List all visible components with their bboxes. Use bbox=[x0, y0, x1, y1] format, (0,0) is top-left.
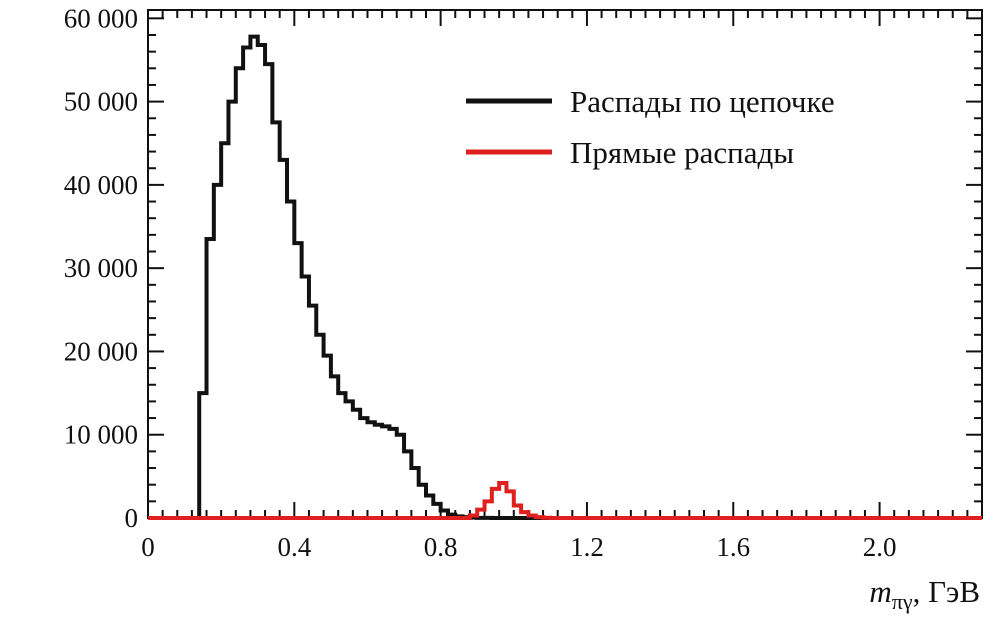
legend: Распады по цепочке Прямые распады bbox=[466, 84, 835, 170]
x-axis-title-subscript: πγ bbox=[892, 589, 913, 614]
legend-label-2: Прямые распады bbox=[570, 135, 794, 170]
y-tick-label: 10 000 bbox=[64, 420, 138, 450]
x-axis-title: mπγ, ГэВ bbox=[869, 574, 980, 614]
x-tick-label: 1.2 bbox=[570, 532, 604, 562]
y-tick-label: 20 000 bbox=[64, 336, 138, 366]
x-axis-title-symbol: m bbox=[869, 574, 891, 609]
x-tick-label: 0 bbox=[141, 532, 155, 562]
x-tick-label: 0.8 bbox=[424, 532, 458, 562]
legend-label-1: Распады по цепочке bbox=[570, 84, 835, 119]
y-axis-tick-labels: 0 10 000 20 000 30 000 40 000 50 000 60 000 bbox=[64, 3, 138, 533]
series-layer bbox=[148, 34, 982, 520]
series-line-2 bbox=[148, 481, 982, 520]
y-tick-label: 30 000 bbox=[64, 253, 138, 283]
x-tick-label: 0.4 bbox=[277, 532, 311, 562]
y-axis-ticks bbox=[148, 17, 982, 519]
x-tick-label: 1.6 bbox=[716, 532, 750, 562]
x-axis-tick-labels: 0 0.4 0.8 1.2 1.6 2.0 bbox=[141, 532, 896, 562]
x-axis-title-unit: , ГэВ bbox=[913, 574, 980, 609]
y-tick-label: 0 bbox=[125, 503, 139, 533]
y-tick-label: 50 000 bbox=[64, 87, 138, 117]
x-tick-label: 2.0 bbox=[863, 532, 897, 562]
series-line-1 bbox=[148, 34, 982, 520]
y-tick-label: 60 000 bbox=[64, 3, 138, 33]
y-tick-label: 40 000 bbox=[64, 170, 138, 200]
